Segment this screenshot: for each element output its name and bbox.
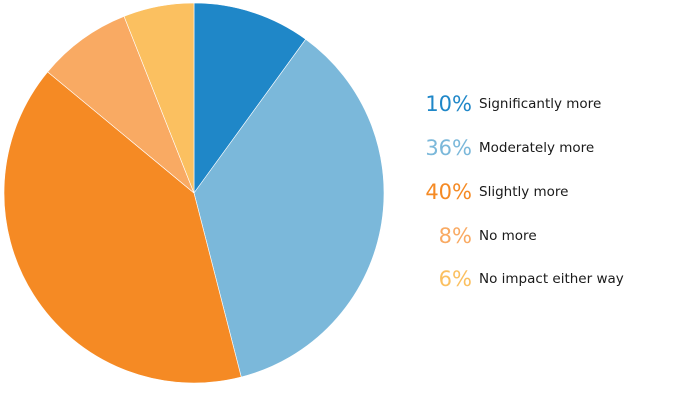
pie-slice-significantly-more <box>193 2 307 194</box>
legend-label: No more <box>479 228 537 244</box>
legend-value: 6% <box>438 267 472 291</box>
legend-item-moderately-more: 36% Moderately more <box>412 134 594 162</box>
legend-item-slightly-more: 40% Slightly more <box>412 178 569 206</box>
pie-slice-moderately-more <box>193 38 385 378</box>
legend-value: 40% <box>425 180 472 204</box>
legend-item-no-more: 8% No more <box>412 222 537 250</box>
legend-label: Significantly more <box>479 96 602 112</box>
legend-item-no-impact-either-way: 6% No impact either way <box>412 265 624 293</box>
legend-item-significantly-more: 10% Significantly more <box>412 90 601 118</box>
pie-slice-no-impact-either-way <box>123 2 195 194</box>
legend-label: Moderately more <box>479 140 595 156</box>
legend-label: Slightly more <box>479 184 569 200</box>
pie-slice-slightly-more <box>3 71 242 384</box>
legend-label: No impact either way <box>479 271 624 287</box>
pie-slice-no-more <box>47 15 195 194</box>
pie-chart <box>3 2 385 384</box>
legend-value: 8% <box>438 224 472 248</box>
legend-value: 10% <box>425 92 472 116</box>
legend-value: 36% <box>425 136 472 160</box>
